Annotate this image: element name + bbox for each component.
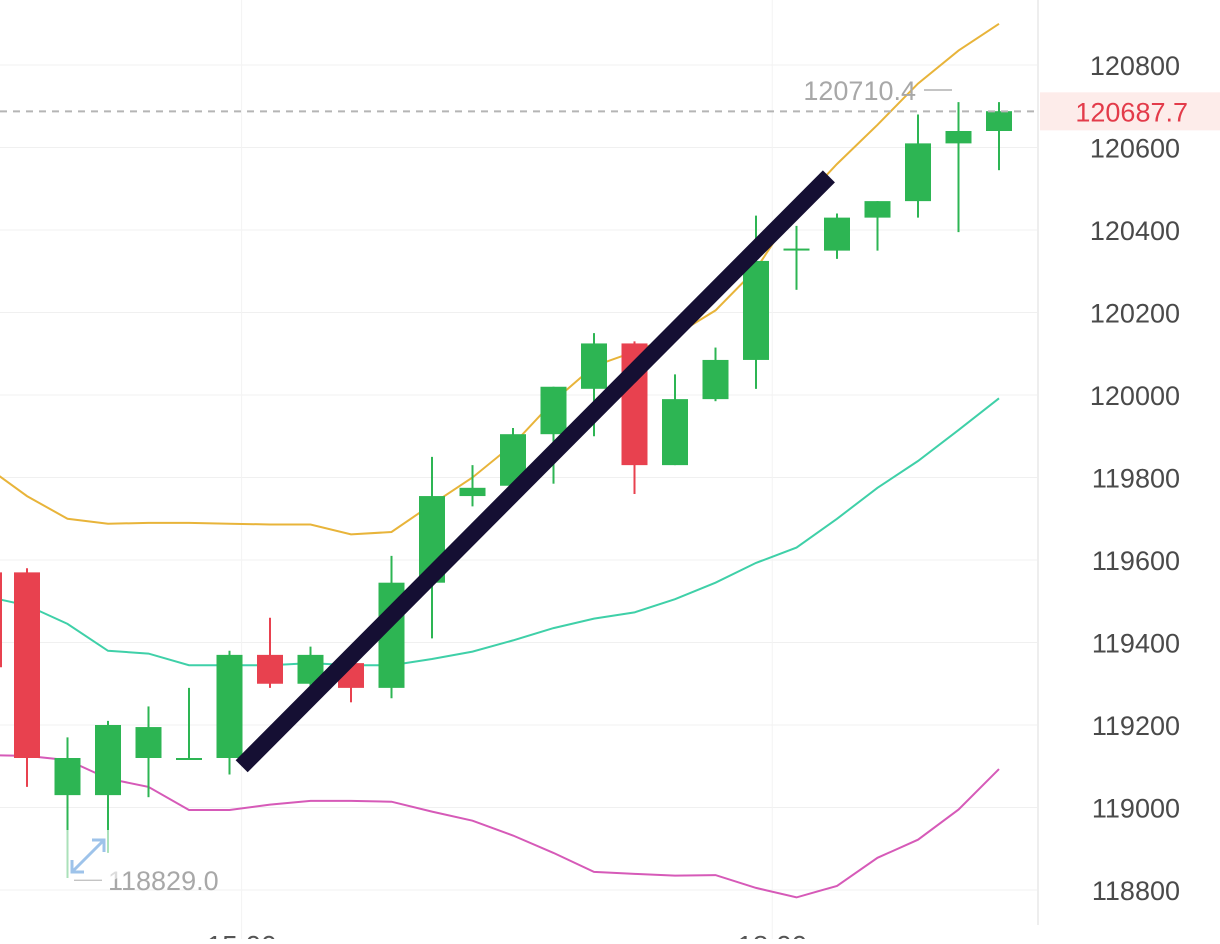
candle (216, 650, 243, 775)
candle-body (986, 111, 1012, 131)
y-tick-label: 120600 (1090, 134, 1180, 164)
upper-band-line (0, 22, 1000, 536)
candle-body (702, 359, 729, 400)
candle (540, 386, 567, 484)
x-tick-label: 18:00 (737, 930, 807, 939)
candle (176, 687, 202, 760)
candle (95, 720, 121, 853)
candle (14, 568, 40, 787)
y-axis: 120800 120600 120400 120200 120000 119800 1196… (1090, 51, 1180, 906)
candle (419, 456, 445, 639)
candle (783, 225, 810, 290)
y-tick-label: 120000 (1090, 381, 1180, 411)
y-tick-label: 118800 (1092, 876, 1180, 906)
candle-body (216, 654, 243, 758)
lower-band-line (0, 754, 1000, 899)
x-axis: 15:00 18:00 (207, 930, 808, 944)
candle (581, 333, 607, 437)
trendline (235, 170, 835, 773)
candle-body (257, 654, 283, 684)
candle-body (945, 131, 972, 144)
price-markers: 120687.7 120710.4 118829.0 (0, 76, 1220, 896)
expand-icon-arrow (92, 838, 106, 852)
middle-band-line (0, 397, 1000, 667)
candle-partial (0, 572, 2, 668)
current-price-tag (1040, 92, 1220, 131)
y-tick-label: 119200 (1092, 711, 1180, 741)
candle (702, 347, 729, 402)
candle-body (783, 248, 810, 251)
candle-body (95, 725, 121, 796)
candle (257, 617, 283, 688)
candle (662, 374, 688, 466)
candle-body (743, 260, 769, 360)
candle (864, 201, 891, 251)
y-tick-label: 120400 (1090, 216, 1180, 246)
expand-icon (54, 830, 120, 880)
bollinger-bands (0, 22, 1000, 899)
candle-body (864, 201, 891, 218)
candle (824, 213, 850, 259)
candle-body (662, 399, 688, 466)
y-tick-label: 119800 (1092, 464, 1180, 494)
candle-body (135, 727, 162, 758)
candle-body (540, 386, 567, 435)
candle (459, 465, 486, 507)
candle-body (824, 217, 850, 251)
high-price-label: 120710.4 (803, 76, 916, 106)
candle (135, 706, 162, 798)
candle (986, 102, 1012, 171)
candle-body (459, 487, 486, 497)
candle-body (176, 758, 202, 760)
candle (945, 102, 972, 233)
candle-body (54, 758, 81, 796)
candle-body (581, 343, 607, 389)
current-price-label: 120687.7 (1075, 97, 1188, 127)
x-tick-label: 15:00 (207, 930, 277, 939)
low-price-label: 118829.0 (108, 866, 219, 896)
expand-icon-arrow (70, 860, 84, 874)
y-tick-label: 120200 (1090, 299, 1180, 329)
candle-body (905, 143, 931, 202)
candles (0, 102, 1012, 879)
y-tick-label: 119600 (1092, 546, 1180, 576)
expand-icon-stroke (70, 838, 106, 874)
candle (905, 114, 931, 218)
trendline-layer (235, 170, 835, 773)
candle-body (14, 572, 40, 758)
y-tick-label: 120800 (1090, 51, 1180, 81)
y-tick-label: 119000 (1092, 794, 1180, 824)
y-tick-label: 119400 (1092, 629, 1180, 659)
